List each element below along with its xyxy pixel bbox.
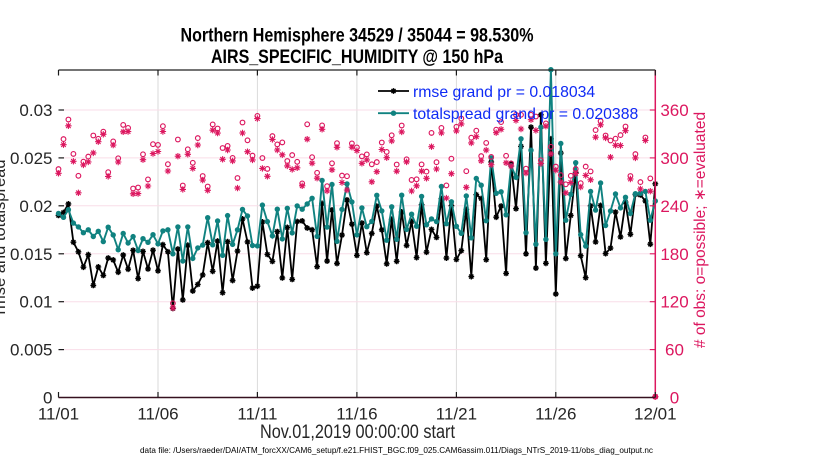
svg-text:Northern Hemisphere 34529 / 35: Northern Hemisphere 34529 / 35044 = 98.5… (181, 26, 534, 47)
svg-text:rmse grand pr = 0.018034: rmse grand pr = 0.018034 (413, 84, 595, 101)
svg-text:# of obs: o=possible; ∗=evalua: # of obs: o=possible; ∗=evaluated (692, 112, 709, 348)
svg-text:360: 360 (660, 101, 688, 120)
svg-text:11/11: 11/11 (237, 405, 277, 424)
svg-text:0.02: 0.02 (19, 197, 52, 216)
svg-text:11/06: 11/06 (137, 405, 178, 424)
svg-text:240: 240 (660, 197, 688, 216)
svg-text:11/01: 11/01 (38, 405, 79, 424)
svg-text:rmse and totalspread: rmse and totalspread (0, 159, 9, 314)
svg-text:totalspread grand pr = 0.02038: totalspread grand pr = 0.020388 (413, 106, 638, 123)
svg-text:120: 120 (660, 293, 688, 312)
svg-text:Nov.01,2019 00:00:00 start: Nov.01,2019 00:00:00 start (260, 422, 456, 443)
svg-text:0.005: 0.005 (10, 341, 53, 360)
svg-text:data file: /Users/raeder/DAI/A: data file: /Users/raeder/DAI/ATM_forcXX/… (140, 445, 654, 455)
svg-text:0: 0 (670, 389, 679, 408)
svg-text:0.01: 0.01 (19, 293, 52, 312)
svg-text:11/16: 11/16 (336, 405, 377, 424)
svg-text:11/21: 11/21 (436, 405, 477, 424)
svg-text:300: 300 (660, 149, 688, 168)
svg-text:12/01: 12/01 (634, 405, 677, 424)
svg-text:0: 0 (43, 389, 52, 408)
svg-text:0.03: 0.03 (19, 101, 52, 120)
svg-text:11/26: 11/26 (535, 405, 576, 424)
svg-text:180: 180 (660, 245, 688, 264)
svg-text:0.025: 0.025 (10, 149, 53, 168)
svg-text:AIRS_SPECIFIC_HUMIDITY @ 150 h: AIRS_SPECIFIC_HUMIDITY @ 150 hPa (211, 47, 503, 68)
svg-text:60: 60 (665, 341, 684, 360)
svg-text:0.015: 0.015 (10, 245, 53, 264)
